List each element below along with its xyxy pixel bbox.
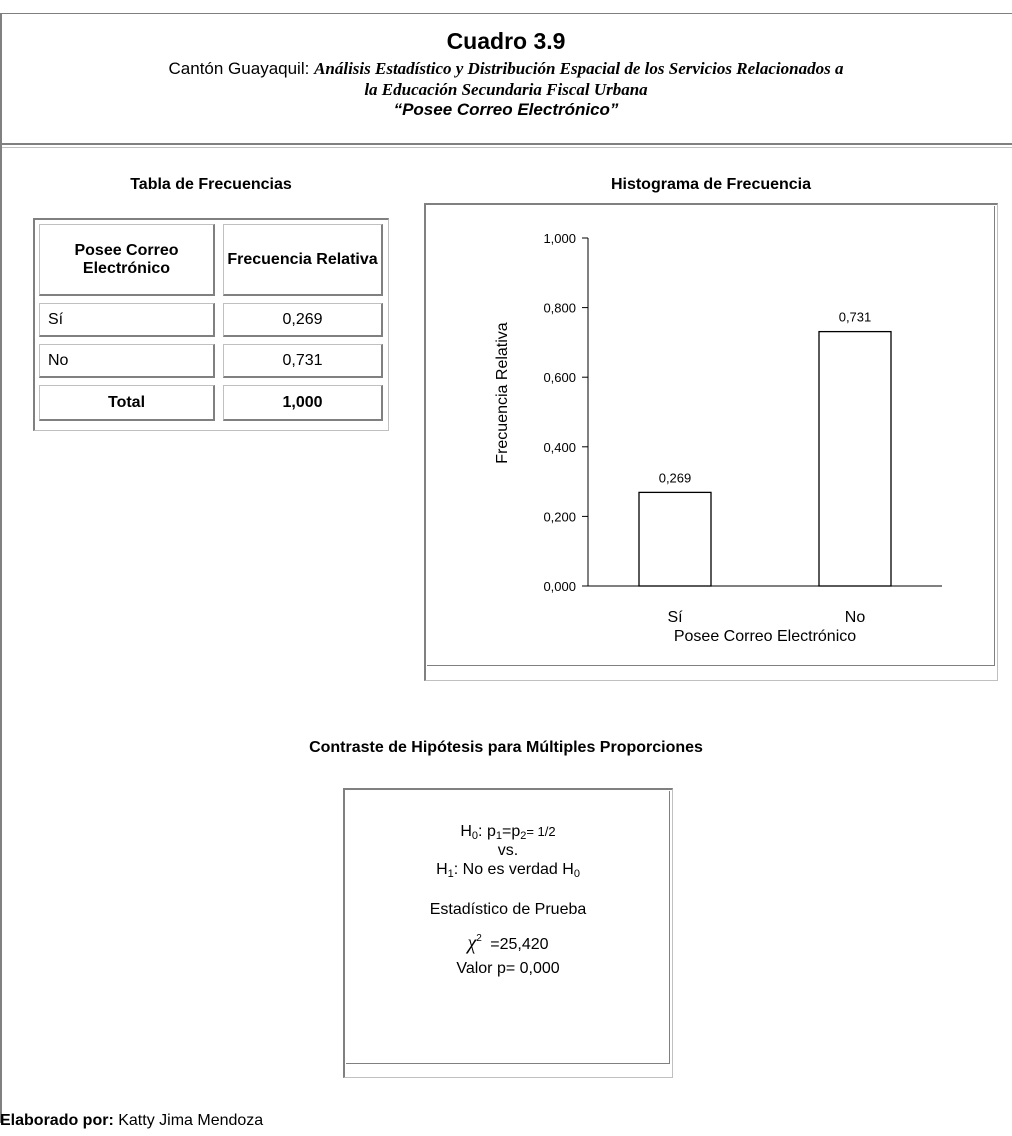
table-section-title: Tabla de Frecuencias: [130, 176, 292, 193]
x-tick-label: No: [845, 609, 866, 626]
bar-data-label: 0,731: [839, 310, 872, 325]
y-tick-label: 0,400: [543, 440, 576, 455]
table-row-label: No: [39, 344, 215, 378]
p-value: Valor p= 0,000: [456, 960, 560, 977]
alternative-hypothesis: H1: No es verdad H0: [436, 861, 580, 880]
x-axis-title: Posee Correo Electrónico: [674, 628, 856, 645]
y-tick-label: 0,800: [543, 301, 576, 316]
footer-author: Katty Jima Mendoza: [113, 1112, 264, 1129]
table-total-label: Total: [39, 385, 215, 421]
chart-frame: [424, 203, 998, 681]
bar-data-label: 0,269: [659, 470, 692, 485]
y-tick-label: 0,600: [543, 370, 576, 385]
y-tick-label: 1,000: [543, 231, 576, 246]
bar: [638, 491, 712, 587]
table-header-col2: Frecuencia Relativa: [223, 224, 383, 296]
hypothesis-section-title: Contraste de Hipótesis para Múltiples Pr…: [309, 739, 703, 756]
table-row-value: 0,731: [223, 344, 383, 378]
footer-label: Elaborado por:: [0, 1112, 114, 1129]
bar: [818, 330, 892, 587]
table-row-label: Sí: [39, 303, 215, 337]
page-subtitle: Cantón Guayaquil: Análisis Estadístico y…: [0, 58, 1012, 79]
test-statistic-label: Estadístico de Prueba: [429, 901, 587, 918]
table-total-value: 1,000: [223, 385, 383, 421]
hypothesis-box-shadow-right: [669, 791, 670, 1064]
chart-frame-shadow-bottom: [427, 665, 995, 666]
header-bottom-border-light: [2, 147, 1012, 148]
header-top-border: [0, 13, 1012, 14]
table-row-value: 0,269: [223, 303, 383, 337]
versus-label: vs.: [497, 842, 519, 859]
header-bottom-border: [2, 143, 1012, 145]
chart-section-title: Histograma de Frecuencia: [610, 176, 812, 193]
subtitle-italic-1: Análisis Estadístico y Distribución Espa…: [314, 59, 844, 78]
chart-frame-shadow-right: [994, 206, 995, 666]
page-title: Cuadro 3.9: [446, 28, 566, 54]
hypothesis-box-shadow-bottom: [346, 1063, 670, 1064]
histogram-chart: 0,000 0,200 0,400 0,600 0,800 1,000 0,269 Sí 0,7…: [494, 231, 942, 645]
null-hypothesis: H0: p1=p2= 1/2: [460, 823, 556, 842]
footer-credit: Elaborado por: Katty Jima Mendoza: [0, 1112, 263, 1130]
table-header-col1: Posee Correo Electrónico: [39, 224, 215, 296]
subtitle-italic-2: la Educación Secundaria Fiscal Urbana: [364, 80, 648, 99]
subtitle-prefix: Cantón Guayaquil:: [168, 59, 315, 78]
chi-square-value: χ2 =25,420: [467, 932, 549, 954]
y-tick-label: 0,200: [543, 509, 576, 524]
y-axis-title: Frecuencia Relativa: [494, 322, 511, 464]
y-tick-label: 0,000: [543, 579, 576, 594]
page-left-border: [0, 13, 2, 1123]
hypothesis-box: [343, 788, 673, 1078]
frequency-table: Posee Correo Electrónico Frecuencia Rela…: [33, 218, 389, 431]
x-tick-label: Sí: [667, 609, 683, 626]
subtitle-quote: “Posee Correo Electrónico”: [393, 100, 619, 119]
